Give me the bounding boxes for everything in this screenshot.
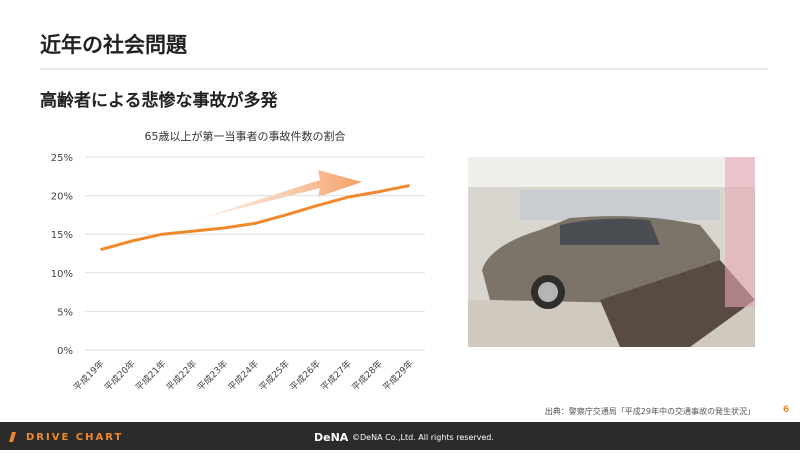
x-tick-label: 平成21年 xyxy=(133,358,169,394)
x-tick-label: 平成29年 xyxy=(380,358,416,394)
y-tick-label: 25% xyxy=(51,153,73,164)
footer-copyright: ©DeNA Co.,Ltd. All rights reserved. xyxy=(352,433,494,442)
x-tick-label: 平成24年 xyxy=(225,358,261,394)
y-tick-label: 10% xyxy=(51,269,73,280)
plot: 0% 5% 10% 15% 20% 25% 平成19年平成20年平成21年平成22年平成23… xyxy=(51,153,425,393)
x-tick-label: 平成22年 xyxy=(164,358,200,394)
footer-bar xyxy=(0,422,800,450)
x-tick-label: 平成20年 xyxy=(102,358,138,394)
data-line xyxy=(100,184,410,252)
logo-icon xyxy=(9,432,16,442)
y-tick-label: 20% xyxy=(51,192,73,203)
slide-subtitle: 高齢者による悲惨な事故が多発 xyxy=(40,90,278,111)
photo xyxy=(468,157,755,347)
x-tick-label: 平成27年 xyxy=(318,358,354,394)
page-number: 6 xyxy=(783,405,789,415)
x-tick-label: 平成26年 xyxy=(287,358,323,394)
trend-arrow xyxy=(195,170,362,220)
x-tick-label: 平成23年 xyxy=(195,358,231,394)
y-tick-label: 5% xyxy=(57,307,73,318)
x-tick-label: 平成25年 xyxy=(256,358,292,394)
y-tick-label: 15% xyxy=(51,230,73,241)
slide-title: 近年の社会問題 xyxy=(40,33,188,57)
x-tick-label: 平成28年 xyxy=(349,358,385,394)
footer-brand: DeNA xyxy=(314,431,349,444)
footer-logo: DRIVE CHART xyxy=(26,432,123,443)
source-note: 出典：警察庁交通局「平成29年中の交通事故の発生状況」 xyxy=(545,406,755,416)
chart-title: 65歳以上が第一当事者の事故件数の割合 xyxy=(145,129,346,143)
y-tick-label: 0% xyxy=(57,346,73,357)
x-tick-label: 平成19年 xyxy=(71,358,107,394)
